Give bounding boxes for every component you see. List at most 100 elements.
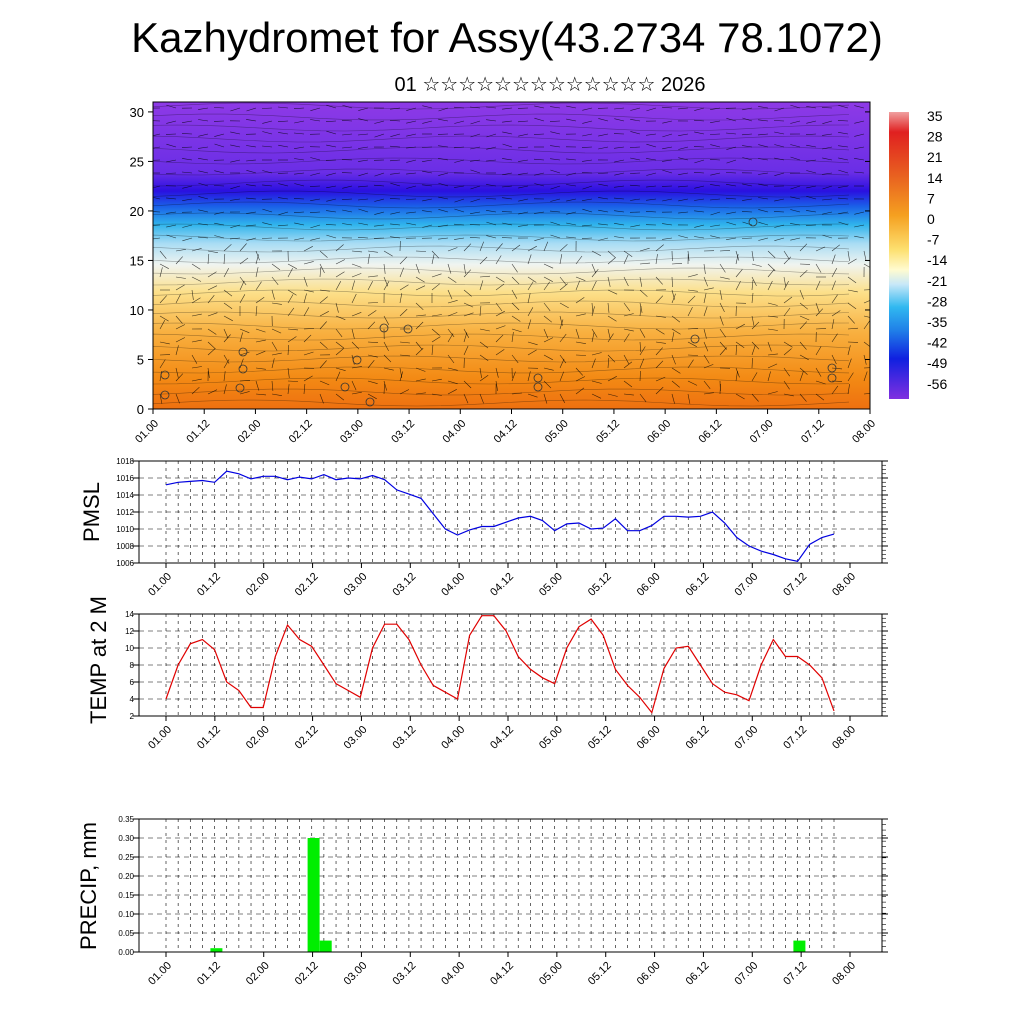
wind-barb: [751, 276, 757, 287]
wind-barb: [575, 313, 586, 317]
wind-barb: [159, 359, 166, 369]
wind-barb: [774, 224, 785, 228]
wind-barb: [341, 120, 353, 122]
wind-barb: [719, 383, 721, 395]
wind-barb: [294, 222, 305, 226]
wind-barb: [271, 289, 275, 300]
wind-barb: [153, 196, 161, 200]
wind-barb: [246, 237, 257, 241]
wind-barb: [287, 294, 294, 304]
wind-barb: [159, 263, 169, 269]
wind-barb: [822, 234, 833, 239]
wind-barb: [559, 276, 567, 285]
wind-barb: [182, 158, 193, 161]
contour-line: [153, 157, 850, 165]
x-tick-label: 05.00: [537, 724, 565, 752]
wind-barb: [390, 236, 401, 239]
wind-barb: [255, 393, 267, 396]
wind-barb: [726, 146, 737, 150]
wind-barb: [447, 263, 452, 274]
wind-barb: [847, 358, 852, 369]
colorbar-ramp: [889, 112, 909, 399]
wind-barb: [726, 237, 737, 240]
wind-barb: [303, 246, 313, 252]
wind-barb: [518, 198, 529, 202]
wind-barb: [806, 210, 817, 213]
wind-barb: [486, 184, 497, 187]
wind-barb: [357, 198, 369, 201]
wind-barb: [502, 131, 513, 135]
wind-barb: [431, 328, 440, 336]
wind-barb: [469, 237, 481, 239]
wind-barb: [687, 289, 698, 292]
cross-section-y-axis: 0 5 10 15 20 25 30: [130, 105, 870, 417]
wind-barb: [614, 236, 625, 239]
wind-barb: [543, 241, 549, 252]
wind-barb: [550, 221, 561, 226]
wind-barb: [470, 211, 481, 214]
contour-line: [153, 234, 850, 242]
wind-barb: [725, 197, 737, 200]
wind-barb: [527, 293, 531, 304]
wind-barb: [703, 380, 711, 389]
wind-barb: [431, 344, 434, 356]
wind-barb: [719, 263, 726, 273]
wind-barb: [741, 237, 753, 239]
wind-barb: [767, 391, 778, 395]
y-tick-label: 1014: [116, 491, 134, 500]
wind-barb: [639, 247, 650, 252]
wind-barb: [287, 263, 297, 270]
wind-barb: [261, 107, 273, 109]
wind-barb: [223, 359, 230, 369]
wind-barb: [677, 185, 689, 188]
wind-barb: [191, 366, 202, 369]
wind-barb: [726, 159, 737, 164]
wind-barb: [431, 250, 440, 259]
wind-barb: [223, 302, 233, 310]
wind-barb: [799, 354, 809, 361]
wind-barb: [549, 120, 561, 122]
wind-barb: [614, 210, 625, 213]
pmsl-axes: 1006 1008 1010 1012 1014 1016 1018 01.00 01.12 02…: [116, 457, 888, 599]
calm-wind-circle: [238, 347, 248, 357]
wind-barb: [486, 221, 497, 226]
wind-barb: [550, 145, 561, 148]
wind-barb: [326, 144, 337, 148]
wind-barb: [175, 315, 183, 324]
wind-barb: [774, 131, 785, 135]
wind-barb: [639, 276, 643, 287]
wind-barb: [463, 380, 472, 389]
wind-barb: [153, 185, 161, 189]
wind-barb: [582, 107, 593, 111]
wind-barb: [581, 224, 593, 227]
colorbar-label: -21: [927, 273, 947, 289]
wind-barb: [774, 237, 785, 241]
wind-barb: [303, 307, 310, 317]
wind-barb: [165, 172, 177, 174]
wind-barb: [389, 198, 401, 200]
wind-barb: [159, 267, 163, 278]
wind-barb: [223, 334, 231, 343]
wind-barb: [422, 105, 433, 109]
wind-barb: [742, 157, 753, 161]
wind-barb: [495, 283, 505, 291]
wind-barb: [767, 315, 778, 318]
wind-barb: [294, 146, 305, 149]
wind-barb: [597, 172, 609, 174]
wind-barb: [527, 319, 532, 330]
contour-line: [153, 355, 850, 363]
calm-wind-circle: [533, 373, 543, 383]
y-tick-label: 1018: [116, 457, 134, 466]
wind-barb: [479, 241, 484, 252]
wind-barb: [287, 384, 290, 395]
wind-barb: [831, 310, 841, 317]
wind-barb: [262, 120, 273, 124]
pmsl-y-label: PMSL: [79, 482, 104, 542]
wind-barb: [454, 208, 465, 213]
y-tick-label: 1010: [116, 525, 134, 534]
wind-barb: [735, 393, 745, 400]
wind-barb: [806, 159, 817, 162]
wind-barb: [390, 133, 401, 137]
wind-barb: [223, 268, 229, 278]
x-tick-label: 01.12: [195, 960, 223, 988]
